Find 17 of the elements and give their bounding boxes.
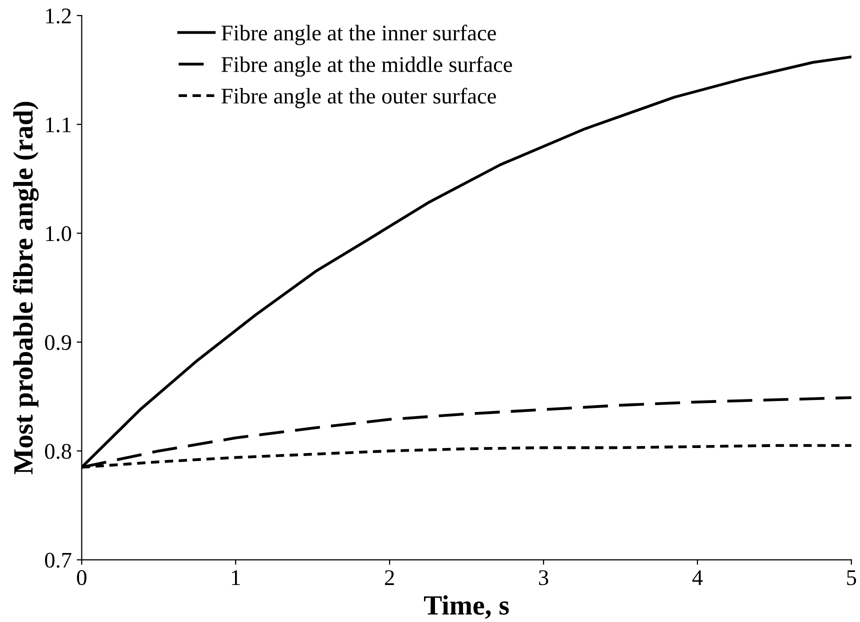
y-tick-label: 0.8 xyxy=(45,444,72,459)
legend-label: Fibre angle at the outer surface xyxy=(222,88,496,108)
x-tick-label: 4 xyxy=(692,570,703,585)
y-tick-label: 0.7 xyxy=(45,552,72,568)
x-tick-label: 0 xyxy=(76,570,86,586)
legend-label: Fibre angle at the inner surface xyxy=(222,24,496,46)
y-tick-label: 1.2 xyxy=(46,8,71,24)
y-axis-title: Most probable fibre angle (rad) xyxy=(12,102,39,474)
y-tick-label: 1.0 xyxy=(46,226,72,242)
x-tick-label: 3 xyxy=(539,570,548,586)
y-tick-label: 1.1 xyxy=(46,117,71,132)
x-tick-label: 2 xyxy=(385,570,394,585)
x-axis-title: Time, s xyxy=(424,595,509,619)
legend-label: Fibre angle at the middle surface xyxy=(222,56,512,77)
x-tick-label: 1 xyxy=(232,570,240,585)
x-tick-label: 5 xyxy=(847,570,856,586)
y-tick-label: 0.9 xyxy=(45,335,72,350)
